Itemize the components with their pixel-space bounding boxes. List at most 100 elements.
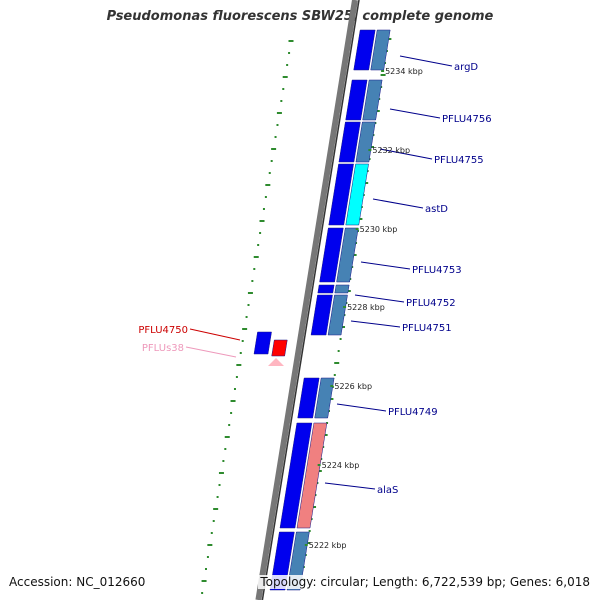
gene-label[interactable]: PFLU4753 bbox=[412, 265, 462, 276]
gc-dash bbox=[253, 268, 256, 270]
gc-dash bbox=[339, 338, 342, 340]
gc-dash bbox=[276, 124, 279, 126]
gc-dash bbox=[206, 556, 209, 558]
cds-block bbox=[279, 422, 313, 529]
gc-dash bbox=[259, 232, 262, 234]
gene-label[interactable]: PFLU4749 bbox=[388, 407, 438, 418]
gc-dash bbox=[257, 244, 260, 246]
gc-dash bbox=[239, 352, 242, 354]
gc-dash bbox=[245, 316, 248, 318]
gc-dash bbox=[228, 424, 231, 426]
gc-dash bbox=[222, 460, 225, 462]
gc-dash bbox=[280, 100, 283, 102]
feature-track bbox=[253, 29, 391, 591]
gene-label[interactable]: PFLU4752 bbox=[406, 298, 456, 309]
label-leader bbox=[185, 346, 237, 358]
scale-tick-label: 5230 kbp bbox=[360, 225, 398, 234]
gc-dash bbox=[201, 580, 207, 582]
label-leader bbox=[389, 108, 441, 119]
gc-dash bbox=[334, 362, 340, 364]
gene-label-track: argD PFLU4756 PFLU4755 astD PFLU4753 PFLU4752… bbox=[138, 62, 491, 496]
map-title: Pseudomonas fluorescens SBW25, complete … bbox=[106, 9, 494, 24]
gc-dash bbox=[213, 508, 219, 510]
gc-dash bbox=[380, 74, 386, 76]
label-leader bbox=[336, 403, 387, 412]
gc-dash bbox=[268, 172, 271, 174]
genome-summary: Topology: circular; Length: 6,722,539 bp… bbox=[258, 575, 592, 589]
label-leader bbox=[189, 328, 241, 341]
scale-track: 5222 kbp 5224 kbp 5226 kbp 5228 kbp 5230 kbp… bbox=[304, 67, 423, 550]
gc-dash bbox=[204, 568, 207, 570]
cds-pair-block bbox=[296, 422, 328, 529]
gc-dash bbox=[282, 88, 285, 90]
gc-dash bbox=[224, 436, 230, 438]
gene-label[interactable]: PFLU4756 bbox=[442, 114, 492, 125]
ncrna-gene-block-red bbox=[271, 339, 288, 357]
gene-label[interactable]: PFLU4755 bbox=[434, 155, 484, 166]
gc-dash bbox=[218, 472, 224, 474]
gene-label[interactable]: astD bbox=[425, 204, 448, 215]
gc-dash bbox=[230, 400, 236, 402]
cds-pair-block bbox=[362, 79, 383, 121]
label-leader bbox=[379, 148, 433, 160]
label-leader bbox=[350, 320, 401, 328]
gene-label[interactable]: argD bbox=[454, 62, 478, 73]
gc-dash bbox=[308, 530, 311, 532]
ncrna-gene-block bbox=[253, 331, 272, 355]
scale-tick-label: 5234 kbp bbox=[385, 67, 423, 76]
gc-dash bbox=[274, 136, 277, 138]
gc-dash bbox=[207, 544, 213, 546]
label-leader bbox=[399, 55, 453, 67]
gc-dash bbox=[262, 208, 265, 210]
label-leader bbox=[324, 482, 376, 490]
scale-tick-label: 5222 kbp bbox=[309, 541, 347, 550]
gc-dash bbox=[288, 40, 294, 42]
gc-dash bbox=[218, 484, 221, 486]
gc-dash bbox=[230, 412, 233, 414]
label-leaders bbox=[185, 55, 453, 490]
gc-dash bbox=[259, 220, 265, 222]
scale-tick-label: 5224 kbp bbox=[322, 461, 360, 470]
cds-block bbox=[338, 121, 361, 163]
cds-block bbox=[310, 294, 333, 336]
ncrna-marker bbox=[268, 358, 284, 366]
cds-block bbox=[317, 284, 335, 294]
gc-dash bbox=[224, 448, 227, 450]
accession-text: Accession: NC_012660 bbox=[7, 575, 148, 589]
gc-dash bbox=[282, 76, 288, 78]
gene-label[interactable]: PFLUs38 bbox=[142, 343, 184, 354]
gc-dash bbox=[286, 64, 289, 66]
genome-backbone bbox=[255, 0, 360, 600]
gc-dash bbox=[337, 350, 340, 352]
gene-label[interactable]: alaS bbox=[377, 485, 398, 496]
gc-dash bbox=[210, 532, 213, 534]
cds-block bbox=[319, 227, 344, 283]
gene-label[interactable]: PFLU4751 bbox=[402, 323, 452, 334]
gc-dash bbox=[264, 196, 267, 198]
gc-dash bbox=[233, 388, 236, 390]
cds-pair-block bbox=[336, 227, 359, 283]
cds-pair-block bbox=[314, 377, 335, 419]
cds-block bbox=[345, 79, 368, 121]
cds-pair-block bbox=[355, 121, 376, 163]
gc-dash bbox=[242, 328, 248, 330]
scale-tick-label: 5228 kbp bbox=[347, 303, 385, 312]
gc-dash bbox=[271, 148, 277, 150]
gc-dash bbox=[288, 52, 291, 54]
gc-dash bbox=[333, 374, 336, 376]
gene-label[interactable]: PFLU4750 bbox=[138, 325, 188, 336]
gc-dash bbox=[251, 280, 254, 282]
gc-dash bbox=[236, 364, 242, 366]
backbone-line bbox=[255, 0, 358, 600]
gc-dash bbox=[265, 184, 271, 186]
gc-dash bbox=[247, 292, 253, 294]
gc-dash bbox=[216, 496, 219, 498]
gc-dash bbox=[276, 112, 282, 114]
gc-dash bbox=[253, 256, 259, 258]
gc-dash bbox=[201, 592, 204, 594]
gc-dash bbox=[247, 304, 250, 306]
label-leader bbox=[354, 294, 405, 303]
scale-tick-label: 5226 kbp bbox=[334, 382, 372, 391]
cds-block bbox=[353, 29, 376, 71]
